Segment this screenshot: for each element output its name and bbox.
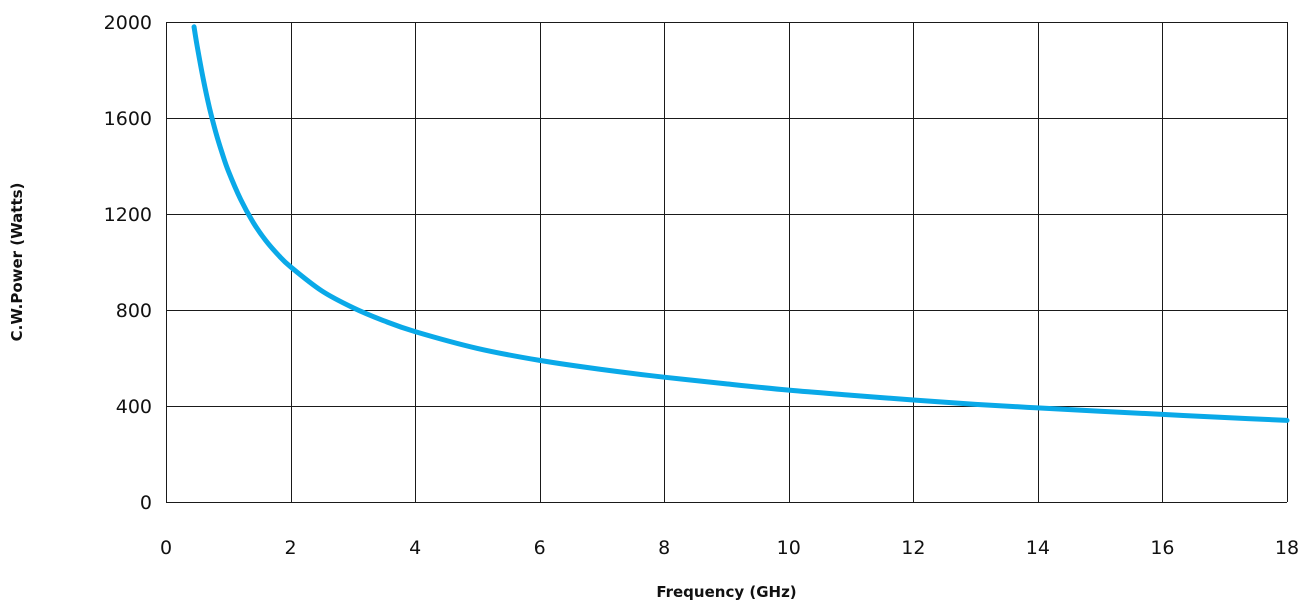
x-tick-label: 10 bbox=[777, 537, 801, 559]
x-tick-label: 12 bbox=[901, 537, 925, 559]
series-line-0 bbox=[191, 24, 1290, 423]
y-axis-ticks: 0 400 800 1200 1600 2000 bbox=[104, 12, 152, 514]
y-tick-label: 400 bbox=[116, 396, 152, 418]
x-tick-label: 16 bbox=[1150, 537, 1174, 559]
x-tick-label: 4 bbox=[409, 537, 421, 559]
y-tick-label: 800 bbox=[116, 300, 152, 322]
y-tick-label: 1200 bbox=[104, 204, 152, 226]
x-axis-title: Frequency (GHz) bbox=[656, 583, 796, 601]
x-axis-ticks: 0 2 4 6 8 10 12 14 16 18 bbox=[160, 537, 1299, 559]
x-tick-label: 6 bbox=[534, 537, 546, 559]
y-tick-label: 0 bbox=[140, 492, 152, 514]
x-tick-label: 2 bbox=[285, 537, 297, 559]
y-tick-label: 2000 bbox=[104, 12, 152, 34]
x-tick-label: 14 bbox=[1026, 537, 1050, 559]
x-tick-label: 18 bbox=[1275, 537, 1299, 559]
x-tick-label: 8 bbox=[658, 537, 670, 559]
grid bbox=[166, 22, 1288, 503]
x-tick-label: 0 bbox=[160, 537, 172, 559]
y-tick-label: 1600 bbox=[104, 108, 152, 130]
series-layer bbox=[191, 24, 1290, 423]
y-axis-title: C.W.Power (Watts) bbox=[8, 183, 26, 342]
